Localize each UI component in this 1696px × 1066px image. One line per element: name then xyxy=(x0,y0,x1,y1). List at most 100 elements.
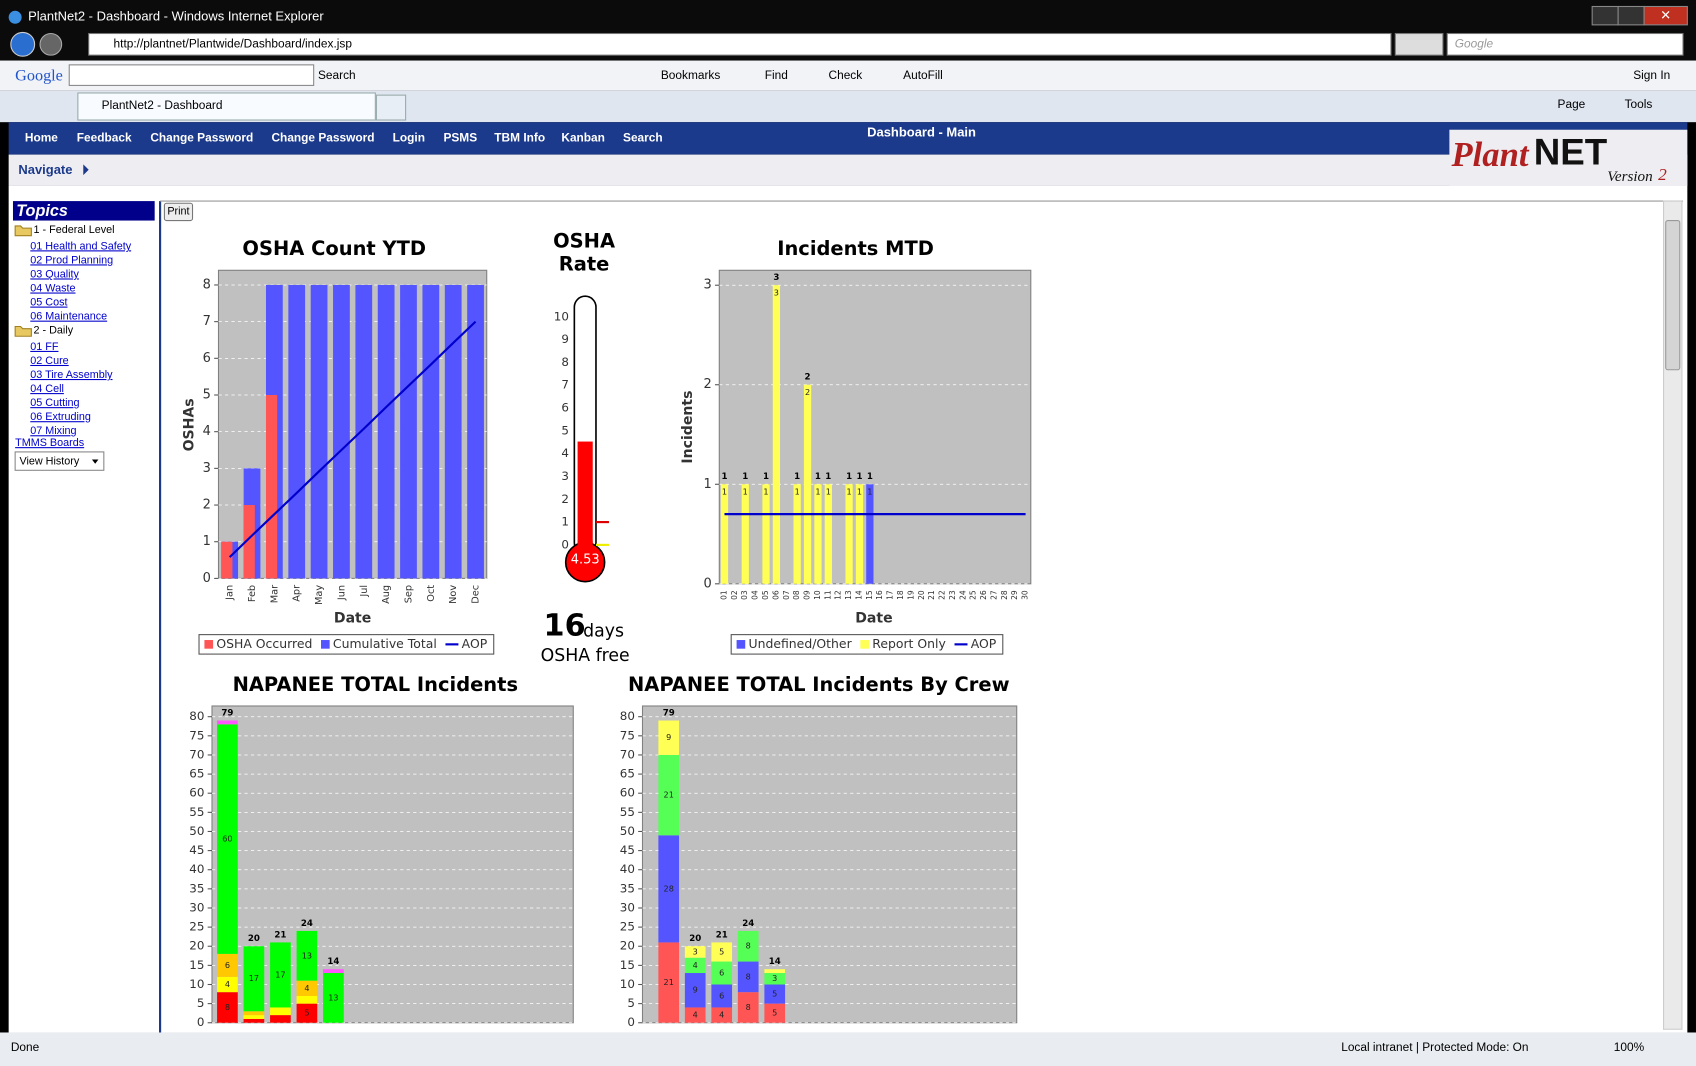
y-tick-label: 8 xyxy=(561,355,569,369)
google-search-input[interactable] xyxy=(68,64,315,86)
tree-link[interactable]: 06 Maintenance xyxy=(30,311,107,323)
nav-link[interactable]: Change Password xyxy=(271,131,374,145)
tree-link[interactable]: 01 Health and Safety xyxy=(30,240,131,252)
tree-link[interactable]: 04 Waste xyxy=(30,283,75,295)
x-tick-label: Oct xyxy=(426,585,437,602)
bar xyxy=(824,484,832,584)
y-tick-label: 40 xyxy=(620,862,635,876)
google-search-button[interactable]: Search xyxy=(318,68,356,82)
x-tick-label: 28 xyxy=(1000,590,1009,600)
bar xyxy=(323,969,344,974)
y-tick-label: 3 xyxy=(561,469,569,483)
y-tick-label: 8 xyxy=(203,277,211,292)
nav-link[interactable]: PSMS xyxy=(443,131,477,145)
toolbar-button[interactable]: AutoFill xyxy=(903,68,943,82)
refresh-stop[interactable] xyxy=(1394,32,1444,56)
toolbar-button[interactable]: Find xyxy=(765,68,788,82)
back-button[interactable] xyxy=(10,31,36,57)
y-tick-label: 5 xyxy=(561,423,569,437)
command-page[interactable]: Page xyxy=(1558,97,1586,111)
scrollbar[interactable] xyxy=(1663,200,1683,1030)
tree-link[interactable]: 05 Cost xyxy=(30,297,67,309)
y-tick-label: 1 xyxy=(703,477,711,492)
x-tick-label: Apr xyxy=(292,585,303,602)
zoom-text[interactable]: 100% xyxy=(1614,1040,1645,1054)
toolbar-button[interactable]: Check xyxy=(829,68,863,82)
segment-label: 3 xyxy=(693,946,698,956)
nav-link[interactable]: Kanban xyxy=(561,131,605,145)
tree-link[interactable]: 07 Mixing xyxy=(30,425,76,437)
thermometer-fill xyxy=(577,441,593,557)
print-button[interactable] xyxy=(163,202,194,222)
nav-link[interactable]: Change Password xyxy=(150,131,253,145)
new-tab[interactable] xyxy=(375,94,407,121)
logo-plant: Plant xyxy=(1451,136,1530,174)
segment-label: 8 xyxy=(746,1002,751,1012)
tree-link[interactable]: 06 Extruding xyxy=(30,411,91,423)
bar xyxy=(243,946,265,1012)
tree-link[interactable]: 03 Quality xyxy=(30,268,79,280)
logo-version: Version xyxy=(1607,169,1652,185)
minimize[interactable] xyxy=(1591,5,1619,26)
tree-link[interactable]: TMMS Boards xyxy=(15,437,85,449)
total-label: 1 xyxy=(815,472,821,482)
bar xyxy=(270,1015,291,1023)
tree-group[interactable]: 2 - Daily xyxy=(34,325,74,337)
tree-link[interactable]: 02 Cure xyxy=(30,355,68,367)
bar xyxy=(684,957,706,974)
x-tick-label: 23 xyxy=(948,590,957,600)
x-axis-label: Date xyxy=(855,610,892,626)
tree-group[interactable]: 1 - Federal Level xyxy=(34,224,115,236)
plot-area xyxy=(211,705,574,1024)
bar xyxy=(764,1003,786,1023)
toolbar-button[interactable]: Bookmarks xyxy=(661,68,720,82)
legend-swatch xyxy=(321,640,330,649)
total-label: 2 xyxy=(805,373,811,383)
segment-label: 5 xyxy=(304,1008,309,1018)
bar xyxy=(217,976,238,993)
command-tools[interactable]: Tools xyxy=(1625,97,1653,111)
tab[interactable] xyxy=(77,92,376,121)
x-tick-label: 14 xyxy=(854,590,863,600)
y-tick-label: 30 xyxy=(189,900,204,914)
bar xyxy=(793,484,801,584)
navigate[interactable]: Navigate xyxy=(18,162,72,177)
bar xyxy=(288,284,306,579)
tree-link[interactable]: 02 Prod Planning xyxy=(30,254,113,266)
search-box[interactable] xyxy=(1446,32,1684,56)
total-label: 21 xyxy=(274,930,286,940)
segment-label: 1 xyxy=(826,486,831,496)
nav-link[interactable]: Feedback xyxy=(77,131,132,145)
segment-label: 6 xyxy=(719,990,724,1000)
y-tick-label: 70 xyxy=(620,747,635,761)
scroll-thumb[interactable] xyxy=(1665,220,1681,371)
x-tick-label: 27 xyxy=(989,590,998,600)
segment-label: 28 xyxy=(664,883,674,893)
forward-button[interactable] xyxy=(39,32,63,56)
tree-link[interactable]: 05 Cutting xyxy=(30,397,79,409)
sign-in[interactable]: Sign In xyxy=(1633,68,1670,82)
x-tick-label: Feb xyxy=(247,585,258,602)
y-tick-label: 80 xyxy=(620,709,635,723)
nav-link[interactable]: Login xyxy=(393,131,425,145)
bar xyxy=(764,973,786,985)
folder-icon xyxy=(14,325,32,337)
tree-link[interactable]: 04 Cell xyxy=(30,383,64,395)
bar xyxy=(217,724,238,954)
nav-link[interactable]: Search xyxy=(623,131,663,145)
y-tick-label: 15 xyxy=(620,958,635,972)
address-box[interactable] xyxy=(88,32,1392,56)
close[interactable] xyxy=(1643,5,1688,26)
nav-link[interactable]: TBM Info xyxy=(494,131,545,145)
y-tick-label: 20 xyxy=(620,939,635,953)
tree-link[interactable]: 01 FF xyxy=(30,341,59,353)
osha-free-days: 16 xyxy=(544,609,586,644)
tree-link[interactable]: 03 Tire Assembly xyxy=(30,369,113,381)
bar xyxy=(845,484,853,584)
bar xyxy=(243,1011,265,1016)
view-history-select[interactable] xyxy=(14,451,105,471)
maximize[interactable] xyxy=(1617,5,1645,26)
y-tick-label: 45 xyxy=(620,843,635,857)
nav-link[interactable]: Home xyxy=(25,131,58,145)
x-tick-label: 21 xyxy=(927,590,936,600)
